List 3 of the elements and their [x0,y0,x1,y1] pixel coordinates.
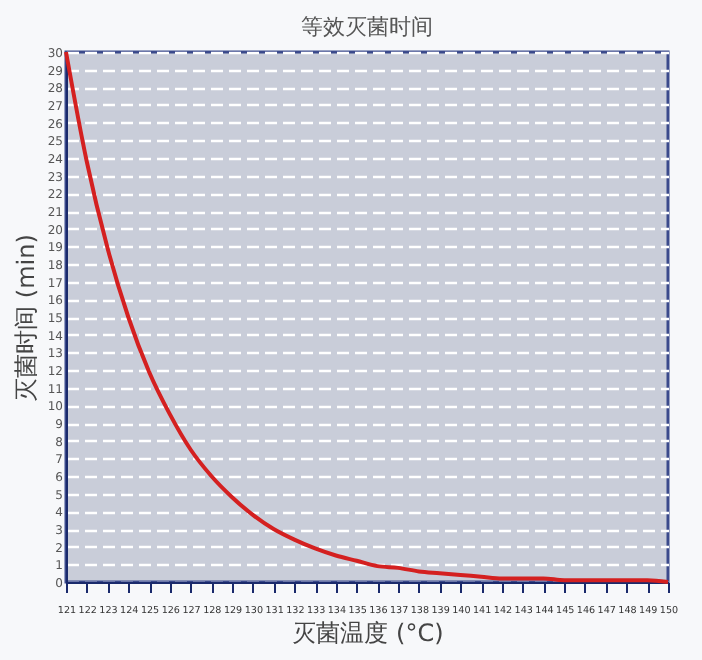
y-axis-title: 灭菌时间 (min) [11,234,40,402]
chart-title: 等效灭菌时间 [301,14,433,40]
x-axis-title: 灭菌温度 (°C) [292,618,444,647]
